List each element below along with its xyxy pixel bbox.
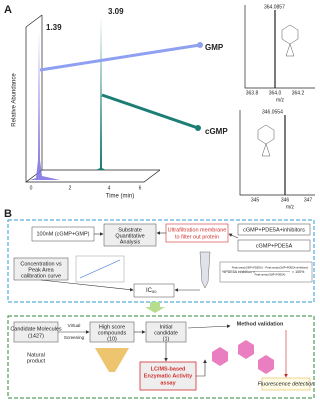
tube: [199, 251, 211, 289]
formula: Peak area(cGMP+PDE5A) − Peak area(cGMP+P…: [232, 266, 309, 270]
box: [133, 283, 175, 298]
axis: [244, 5, 315, 89]
formula: × 100%: [292, 270, 305, 274]
box-text: Enzymatic Activity: [144, 373, 193, 379]
dot: [197, 42, 203, 48]
compound: cGMP: [205, 127, 228, 136]
x-tick: 6: [139, 185, 142, 191]
panel-label: B: [4, 208, 12, 220]
x-tick: 2: [69, 185, 72, 191]
box: [261, 377, 311, 391]
x-tick: 0: [30, 185, 33, 191]
arrow: [187, 324, 231, 329]
box-text: (1): [163, 336, 170, 342]
box: [139, 361, 197, 391]
box: [237, 239, 311, 252]
arrow: [101, 93, 199, 130]
funnel: [95, 348, 129, 372]
compound: GMP: [205, 43, 224, 52]
arrow: [196, 359, 207, 377]
panel-a: A Relative Abundance 0 2 4 6 Time (min) …: [4, 4, 315, 210]
peak: [30, 30, 60, 180]
box-text: Initial: [160, 324, 173, 330]
box-text: 100nM (cGMP+GMP): [36, 231, 89, 237]
box-text: product: [27, 358, 46, 364]
box-text: Peak Area: [28, 267, 54, 273]
box-text: Substrate: [118, 227, 142, 233]
structure: [281, 24, 299, 57]
box-text: Candidate Molecules: [10, 326, 62, 332]
ic50: IC50: [146, 288, 157, 294]
dot: [195, 125, 201, 131]
arrow: [40, 279, 134, 292]
box-text: Fluorescence detection: [258, 381, 315, 387]
peak: [96, 15, 106, 170]
x-tick: 364.2: [292, 90, 305, 96]
axis: [239, 110, 315, 196]
calibration-line: [79, 259, 121, 279]
peak-label: 1.39: [46, 23, 62, 32]
axis: [25, 14, 43, 183]
arrow: [39, 43, 201, 72]
structure: [257, 124, 275, 157]
box-text: calibration curve: [21, 273, 61, 279]
x-tick: 347: [304, 197, 313, 203]
x-axis-label: m/z: [286, 204, 295, 210]
box-text: Analysis: [120, 239, 141, 245]
structure: [212, 340, 274, 374]
ic50-sub: 50: [152, 289, 157, 294]
box-text: Ultrafiltration membrane: [168, 227, 227, 233]
box-text: cGMP+PDE5A+inhibitors: [243, 227, 305, 233]
box-text: Concentration vs: [20, 261, 62, 267]
box-text: Natural: [27, 352, 45, 358]
peak-mz: 364.0857: [264, 4, 285, 10]
step-label: Screening: [64, 335, 85, 340]
panel-label: A: [4, 4, 12, 16]
x-tick: 363.8: [246, 90, 259, 96]
peak-mz: 346.0554: [262, 109, 283, 115]
screening-box: [7, 315, 315, 399]
panel-b: B 100nM (cGMP+GMP) Substrate Quantitativ…: [4, 208, 315, 399]
box-text: assay: [160, 380, 176, 386]
ic50-text: IC: [146, 288, 153, 294]
arrow: [228, 233, 239, 239]
box-text: (10): [107, 336, 117, 342]
box: [103, 223, 157, 247]
x-axis-label: m/z: [276, 97, 285, 103]
x-tick: 4: [108, 185, 111, 191]
formula: Peak area(cGMP+PDE5A): [255, 273, 286, 277]
box-text: High score: [99, 324, 125, 330]
box-text: Quantitative: [115, 233, 144, 239]
x-tick: 345: [251, 197, 260, 203]
formula: %PDE5A inhibition =: [222, 270, 255, 274]
x-axis-label: Time (min): [106, 194, 134, 200]
box: [237, 223, 311, 236]
x-tick: 364.0: [269, 90, 282, 96]
box-text: candidate: [154, 330, 178, 336]
box-text: cGMP+PDE5A: [256, 243, 293, 249]
assay-box: [7, 219, 315, 303]
box-text: (1427): [28, 333, 44, 339]
y-axis-label: Relative Abundance: [12, 73, 18, 127]
axis: [26, 169, 161, 183]
formula-box: [219, 261, 313, 283]
box-text: to filter out protein: [175, 234, 219, 240]
x-tick: 346: [281, 197, 290, 203]
method-label: Method validation: [237, 321, 284, 327]
box-text: compounds: [98, 330, 127, 336]
down-arrow: [145, 302, 165, 313]
box-text: LC/MS-based: [151, 366, 186, 372]
step-label: Virtual: [68, 323, 81, 328]
peak-label: 3.09: [108, 7, 124, 16]
